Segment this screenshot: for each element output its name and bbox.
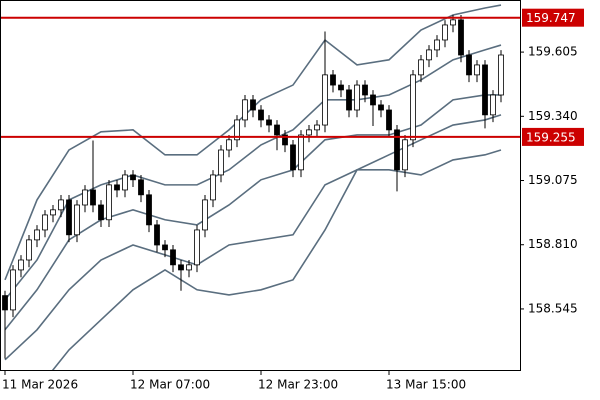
candle-body bbox=[338, 84, 344, 91]
candle-body bbox=[410, 74, 416, 141]
y-tick-label: 159.340 bbox=[528, 109, 578, 123]
plot-frame bbox=[0, 0, 521, 371]
candle-body bbox=[154, 224, 160, 246]
candle-body bbox=[26, 239, 32, 261]
candle-body bbox=[474, 64, 480, 76]
candle-body bbox=[226, 139, 232, 151]
y-tick-label: 159.075 bbox=[528, 173, 578, 187]
candle-body bbox=[10, 269, 16, 311]
candle-body bbox=[218, 149, 224, 176]
candle-body bbox=[322, 74, 328, 126]
candle-body bbox=[58, 199, 64, 211]
candle-body bbox=[298, 134, 304, 171]
candle-body bbox=[442, 24, 448, 41]
candle-body bbox=[426, 49, 432, 61]
candle-body bbox=[210, 174, 216, 201]
candle-body bbox=[282, 134, 288, 146]
candle-body bbox=[34, 229, 40, 241]
candle-body bbox=[394, 129, 400, 171]
candle-body bbox=[82, 189, 88, 206]
candle-body bbox=[130, 174, 136, 181]
candle-body bbox=[114, 184, 120, 191]
candle-body bbox=[250, 99, 256, 111]
candle-body bbox=[362, 84, 368, 96]
candle-body bbox=[346, 89, 352, 111]
candle-body bbox=[354, 84, 360, 111]
candle-body bbox=[290, 144, 296, 171]
candle-body bbox=[98, 204, 104, 221]
candle-body bbox=[2, 295, 8, 311]
candle-body bbox=[466, 54, 472, 76]
axes: 159.605 159.340 159.075 158.810 158.545 11 Ma… bbox=[2, 8, 584, 392]
candle-body bbox=[106, 184, 112, 221]
candle-body bbox=[178, 264, 184, 271]
candle-body bbox=[258, 109, 264, 121]
candle-body bbox=[234, 119, 240, 141]
candle-body bbox=[66, 199, 72, 236]
candle-body bbox=[418, 59, 424, 76]
candle-body bbox=[162, 244, 168, 251]
x-tick-label: 13 Mar 15:00 bbox=[386, 378, 466, 392]
x-tick-label: 11 Mar 2026 bbox=[2, 378, 78, 392]
candle-body bbox=[202, 199, 208, 231]
candle-body bbox=[242, 99, 248, 121]
price-label: 159.747 bbox=[526, 11, 576, 25]
x-tick-label: 12 Mar 07:00 bbox=[130, 378, 210, 392]
candle-body bbox=[490, 94, 496, 116]
y-tick-label: 158.545 bbox=[528, 301, 578, 315]
candle-body bbox=[186, 264, 192, 271]
candle-body bbox=[482, 64, 488, 116]
price-label-box bbox=[522, 127, 584, 146]
x-tick-label: 12 Mar 23:00 bbox=[258, 378, 338, 392]
price-label: 159.255 bbox=[526, 130, 576, 144]
bollinger-band bbox=[51, 149, 502, 370]
candle-body bbox=[50, 209, 56, 216]
candle-body bbox=[266, 119, 272, 126]
candle-body bbox=[402, 139, 408, 171]
candle-body bbox=[330, 74, 336, 86]
candle-body bbox=[138, 179, 144, 196]
candle-body bbox=[450, 19, 456, 26]
candle-body bbox=[434, 39, 440, 51]
candle-body bbox=[306, 129, 312, 136]
candle-body bbox=[274, 124, 280, 136]
bollinger-band bbox=[4, 94, 501, 331]
candle-body bbox=[498, 54, 504, 96]
candle-body bbox=[194, 229, 200, 266]
candle-body bbox=[42, 214, 48, 231]
price-label-box bbox=[522, 8, 584, 27]
candle-body bbox=[146, 194, 152, 226]
candle-body bbox=[18, 259, 24, 271]
candle-body bbox=[122, 174, 128, 191]
candle-body bbox=[314, 124, 320, 131]
candle-body bbox=[170, 249, 176, 266]
candle-body bbox=[90, 189, 96, 206]
y-tick-label: 159.605 bbox=[528, 45, 578, 59]
candle-body bbox=[458, 19, 464, 56]
candle-body bbox=[74, 204, 80, 236]
plot-area bbox=[1, 4, 520, 370]
candle-body bbox=[386, 109, 392, 131]
y-tick-label: 158.810 bbox=[528, 237, 578, 251]
bollinger-band bbox=[4, 114, 502, 361]
candle-body bbox=[378, 104, 384, 111]
candle-body bbox=[370, 94, 376, 106]
